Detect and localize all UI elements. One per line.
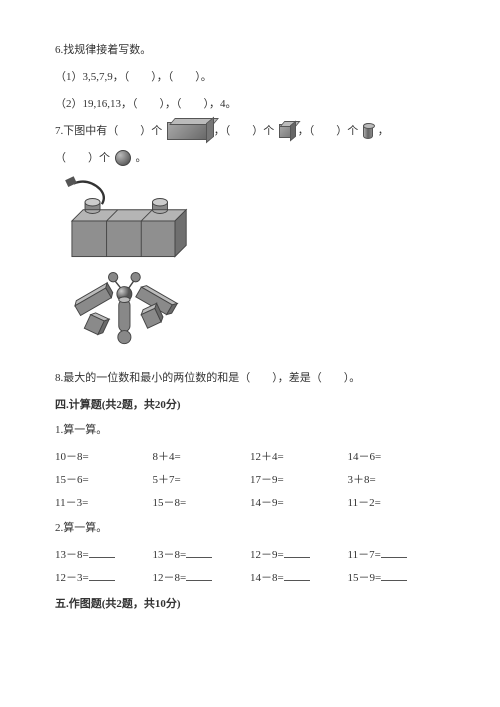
calc2-row-0: 13－8= 13－8= 12－9= 11－7=	[55, 545, 445, 566]
cuboid-icon	[167, 122, 209, 140]
calc1-cell: 11－3=	[55, 493, 153, 514]
calc1-cell: 15－8=	[153, 493, 251, 514]
blank-line	[284, 571, 310, 581]
blank-line	[186, 548, 212, 558]
blank-line	[89, 571, 115, 581]
calc1-row-0: 10－8= 8＋4= 12＋4= 14－6=	[55, 447, 445, 468]
calc2-expr: 13－8=	[153, 549, 187, 561]
q6-title: 6.找规律接着写数。	[55, 40, 445, 61]
calc2-expr: 12－9=	[250, 549, 284, 561]
q7-line2-suffix: 。	[136, 152, 147, 164]
calc2-title: 2.算一算。	[55, 518, 445, 539]
calc2-cell: 12－3=	[55, 568, 153, 589]
calc1-cell: 10－8=	[55, 447, 153, 468]
calc1-cell: 3＋8=	[348, 470, 446, 491]
q8-text: 8.最大的一位数和最小的两位数的和是（ ），差是（ ）。	[55, 368, 445, 389]
calc1-cell: 17－9=	[250, 470, 348, 491]
calc1-cell: 12＋4=	[250, 447, 348, 468]
calc1-row-2: 11－3= 15－8= 14－9= 11－2=	[55, 493, 445, 514]
q7-prefix: 7.下图中有（ ）个	[55, 125, 162, 137]
blank-line	[381, 548, 407, 558]
calc2-cell: 13－8=	[153, 545, 251, 566]
calc2-row-1: 12－3= 12－8= 14－8= 15－9=	[55, 568, 445, 589]
calc1-row-1: 15－6= 5＋7= 17－9= 3＋8=	[55, 470, 445, 491]
q7-mid3: ，	[378, 125, 389, 137]
blank-line	[381, 571, 407, 581]
calc1-cell: 14－6=	[348, 447, 446, 468]
calc1-title: 1.算一算。	[55, 420, 445, 441]
section5-title: 五.作图题(共2题，共10分)	[55, 594, 445, 615]
calc2-expr: 14－8=	[250, 572, 284, 584]
calc2-expr: 12－8=	[153, 572, 187, 584]
q7-line2: （ ）个 。	[55, 148, 445, 169]
cube-icon	[279, 124, 293, 138]
q7-mid2: ，（ ）个	[298, 125, 359, 137]
calc1-cell: 5＋7=	[153, 470, 251, 491]
calc2-cell: 12－9=	[250, 545, 348, 566]
calc2-expr: 11－7=	[348, 549, 381, 561]
calc1-cell: 8＋4=	[153, 447, 251, 468]
calc2-expr: 13－8=	[55, 549, 89, 561]
q7-mid1: ，（ ）个	[214, 125, 275, 137]
calc2-cell: 13－8=	[55, 545, 153, 566]
calc2-cell: 15－9=	[348, 568, 446, 589]
section4-title: 四.计算题(共2题，共20分)	[55, 395, 445, 416]
q7-line1: 7.下图中有（ ）个 ，（ ）个 ，（ ）个 ，	[55, 121, 445, 142]
calc2-cell: 14－8=	[250, 568, 348, 589]
calc1-cell: 11－2=	[348, 493, 446, 514]
blank-line	[284, 548, 310, 558]
sphere-icon	[115, 150, 131, 166]
calc2-cell: 11－7=	[348, 545, 446, 566]
calc1-cell: 14－9=	[250, 493, 348, 514]
blank-line	[89, 548, 115, 558]
q6-sub2: （2）19,16,13，（ ），（ ），4。	[55, 94, 445, 115]
q7-line2-prefix: （ ）个	[55, 152, 110, 164]
calc2-expr: 12－3=	[55, 572, 89, 584]
calc2-cell: 12－8=	[153, 568, 251, 589]
cylinder-icon	[363, 123, 373, 139]
calc2-expr: 15－9=	[348, 572, 382, 584]
q6-sub1: （1）3,5,7,9，（ ），（ ）。	[55, 67, 445, 88]
calc1-cell: 15－6=	[55, 470, 153, 491]
blank-line	[186, 571, 212, 581]
shapes-figure	[55, 176, 205, 354]
